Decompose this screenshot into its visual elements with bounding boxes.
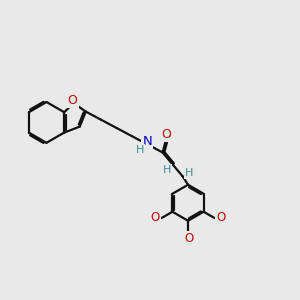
- Text: H: H: [185, 168, 194, 178]
- Text: O: O: [161, 128, 171, 141]
- Text: N: N: [142, 135, 152, 148]
- Text: H: H: [136, 145, 144, 155]
- Text: O: O: [68, 94, 77, 107]
- Text: O: O: [150, 211, 160, 224]
- Text: O: O: [184, 232, 193, 245]
- Text: H: H: [162, 165, 171, 175]
- Text: O: O: [216, 211, 226, 224]
